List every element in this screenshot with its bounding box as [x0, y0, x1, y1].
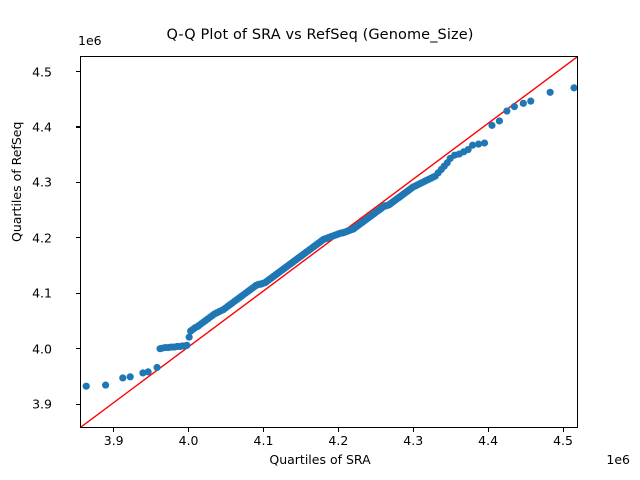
- y-axis-tick-label: 4.4: [32, 119, 52, 135]
- x-axis-tick-label: 4.3: [403, 433, 424, 448]
- scatter-points-layer: [82, 84, 577, 390]
- scatter-point: [185, 333, 193, 341]
- x-axis-tick-mark: [562, 428, 564, 432]
- scatter-point: [474, 140, 483, 148]
- scatter-point: [488, 121, 496, 129]
- scatter-point: [510, 103, 518, 111]
- scatter-point: [464, 146, 472, 154]
- y-axis-tick-mark: [76, 237, 80, 239]
- y-axis-tick-label: 4.5: [32, 64, 52, 80]
- y-axis-label: Quartiles of RefSeq: [9, 121, 24, 242]
- y-axis-tick-label: 4.1: [32, 285, 52, 301]
- scatter-point: [153, 363, 161, 372]
- scatter-point: [119, 374, 127, 382]
- x-axis-tick-label: 3.9: [103, 433, 124, 448]
- y-axis-tick-mark: [76, 348, 80, 350]
- y-axis-tick-label: 4.2: [32, 230, 52, 246]
- scatter-point: [495, 117, 504, 125]
- scatter-point: [144, 368, 152, 376]
- x-axis-tick-mark: [113, 428, 115, 432]
- scatter-point: [527, 97, 535, 105]
- scatter-point: [503, 107, 511, 115]
- y-axis-tick-mark: [76, 292, 80, 294]
- x-axis-label: Quartiles of SRA: [269, 452, 371, 467]
- page-title: Q-Q Plot of SRA vs RefSeq (Genome_Size): [166, 27, 474, 43]
- x-axis-tick-mark: [337, 428, 339, 432]
- x-axis-tick-label: 4.1: [253, 433, 274, 448]
- y-axis-tick-label: 4.0: [32, 341, 52, 357]
- x-axis-tick-mark: [487, 428, 489, 432]
- scatter-point: [519, 99, 527, 107]
- scatter-point: [102, 381, 110, 389]
- plot-area: [80, 56, 578, 428]
- y-axis-offset-label: 1e6: [78, 33, 102, 48]
- scatter-point: [126, 373, 134, 381]
- scatter-point: [570, 84, 577, 92]
- y-axis-tick-mark: [76, 71, 80, 73]
- x-axis-tick-mark: [412, 428, 414, 432]
- scatter-point: [546, 88, 554, 96]
- y-axis-tick-label: 4.3: [32, 174, 52, 190]
- scatter-point: [480, 139, 489, 147]
- y-axis-tick-label: 3.9: [32, 396, 52, 412]
- y-axis-tick-mark: [76, 403, 80, 405]
- x-axis-tick-mark: [262, 428, 265, 432]
- scatter-point: [468, 141, 477, 149]
- x-axis-tick-label: 4.0: [178, 433, 199, 448]
- x-axis-tick-label: 4.4: [478, 433, 499, 448]
- y-axis-tick-mark: [76, 126, 80, 128]
- x-axis-tick-label: 4.2: [328, 433, 349, 448]
- scatter-point: [82, 382, 90, 390]
- x-axis-tick-mark: [188, 428, 190, 432]
- identity-reference-line: [81, 57, 577, 427]
- x-axis-offset-label: 1e6: [606, 452, 630, 467]
- y-axis-tick-mark: [76, 181, 80, 183]
- reference-line-layer: [81, 57, 577, 427]
- x-axis-tick-label: 4.5: [553, 433, 573, 448]
- scatter-point: [183, 341, 191, 349]
